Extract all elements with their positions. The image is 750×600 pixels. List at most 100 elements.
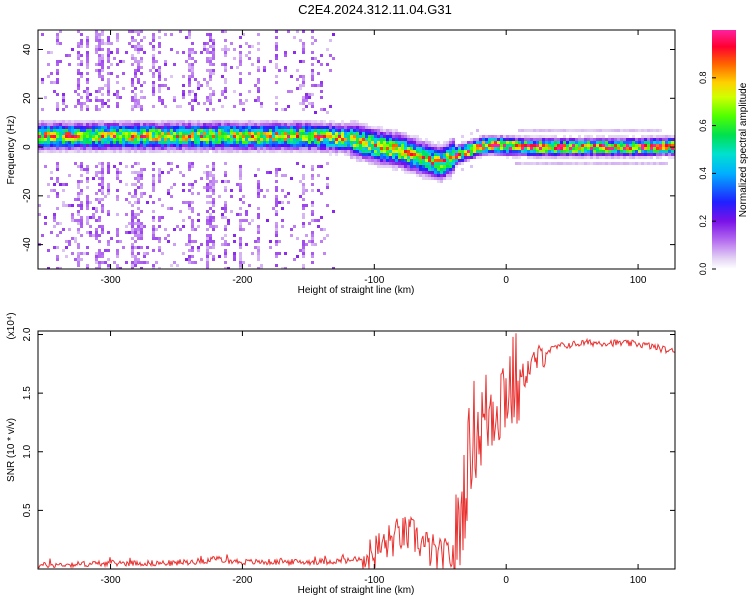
heatmap-cell bbox=[350, 147, 353, 150]
heatmap-cell bbox=[341, 138, 344, 141]
heatmap-cell bbox=[218, 150, 221, 153]
heatmap-cell bbox=[554, 156, 557, 159]
heatmap-cell bbox=[119, 180, 122, 183]
heatmap-cell bbox=[101, 255, 104, 258]
heatmap-cell bbox=[224, 186, 227, 189]
heatmap-cell bbox=[440, 171, 443, 174]
heatmap-cell bbox=[302, 267, 305, 269]
heatmap-cell bbox=[95, 150, 98, 153]
heatmap-cell bbox=[380, 150, 383, 153]
heatmap-cell bbox=[98, 54, 101, 57]
heatmap-cell bbox=[314, 144, 317, 147]
heatmap-cell bbox=[95, 45, 98, 48]
heatmap-cell bbox=[488, 150, 491, 153]
heatmap-cell bbox=[53, 219, 56, 222]
heatmap-cell bbox=[422, 171, 425, 174]
heatmap-cell bbox=[425, 174, 428, 177]
heatmap-cell bbox=[206, 60, 209, 63]
heatmap-cell bbox=[302, 189, 305, 192]
heatmap-cell bbox=[329, 141, 332, 144]
heatmap-cell bbox=[83, 90, 86, 93]
heatmap-cell bbox=[302, 96, 305, 99]
heatmap-cell bbox=[137, 129, 140, 132]
heatmap-cell bbox=[422, 141, 425, 144]
heatmap-cell bbox=[116, 147, 119, 150]
heatmap-cell bbox=[269, 123, 272, 126]
heatmap-cell bbox=[80, 39, 83, 42]
heatmap-cell bbox=[140, 108, 143, 111]
heatmap-cell bbox=[152, 87, 155, 90]
heatmap-cell bbox=[131, 138, 134, 141]
heatmap-cell bbox=[617, 150, 620, 153]
heatmap-cell bbox=[659, 147, 662, 150]
heatmap-cell bbox=[56, 162, 59, 165]
heatmap-cell bbox=[671, 138, 674, 141]
heatmap-cell bbox=[194, 51, 197, 54]
heatmap-cell bbox=[479, 150, 482, 153]
heatmap-cell bbox=[557, 150, 560, 153]
heatmap-cell bbox=[143, 51, 146, 54]
heatmap-cell bbox=[152, 174, 155, 177]
heatmap-cell bbox=[563, 150, 566, 153]
heatmap-cell bbox=[320, 240, 323, 243]
heatmap-cell bbox=[386, 153, 389, 156]
heatmap-cell bbox=[38, 144, 41, 147]
heatmap-cell bbox=[242, 147, 245, 150]
heatmap-cell bbox=[71, 120, 74, 123]
heatmap-cell bbox=[188, 51, 191, 54]
heatmap-cell bbox=[137, 261, 140, 264]
heatmap-cell bbox=[530, 147, 533, 150]
heatmap-cell bbox=[551, 147, 554, 150]
heatmap-cell bbox=[50, 123, 53, 126]
heatmap-cell bbox=[95, 96, 98, 99]
heatmap-cell bbox=[86, 90, 89, 93]
heatmap-cell bbox=[257, 96, 260, 99]
heatmap-cell bbox=[506, 144, 509, 147]
heatmap-cell bbox=[233, 258, 236, 261]
snr-x-axis-label: Height of straight line (km) bbox=[298, 585, 415, 596]
heatmap-cell bbox=[119, 123, 122, 126]
heatmap-cell bbox=[131, 231, 134, 234]
heatmap-cell bbox=[182, 132, 185, 135]
heatmap-cell bbox=[137, 171, 140, 174]
heatmap-cell bbox=[101, 231, 104, 234]
heatmap-cell bbox=[302, 177, 305, 180]
heatmap-cell bbox=[56, 132, 59, 135]
heatmap-cell bbox=[326, 48, 329, 51]
heatmap-cell bbox=[86, 177, 89, 180]
heatmap-cell bbox=[653, 129, 656, 132]
heatmap-cell bbox=[47, 138, 50, 141]
heatmap-cell bbox=[182, 141, 185, 144]
heatmap-cell bbox=[131, 252, 134, 255]
heatmap-cell bbox=[281, 174, 284, 177]
heatmap-cell bbox=[266, 123, 269, 126]
heatmap-cell bbox=[80, 216, 83, 219]
heatmap-cell bbox=[137, 63, 140, 66]
heatmap-cell bbox=[200, 135, 203, 138]
heatmap-cell bbox=[257, 225, 260, 228]
heatmap-cell bbox=[65, 105, 68, 108]
heatmap-cell bbox=[95, 138, 98, 141]
heatmap-cell bbox=[302, 216, 305, 219]
heatmap-cell bbox=[101, 30, 104, 33]
heatmap-cell bbox=[80, 141, 83, 144]
heatmap-cell bbox=[329, 129, 332, 132]
heatmap-cell bbox=[422, 168, 425, 171]
heatmap-cell bbox=[419, 150, 422, 153]
heatmap-cell bbox=[77, 99, 80, 102]
heatmap-cell bbox=[590, 147, 593, 150]
heatmap-cell bbox=[410, 138, 413, 141]
heatmap-cell bbox=[134, 201, 137, 204]
heatmap-cell bbox=[209, 57, 212, 60]
heatmap-cell bbox=[662, 147, 665, 150]
heatmap-cell bbox=[83, 135, 86, 138]
heatmap-cell bbox=[359, 141, 362, 144]
heatmap-cell bbox=[68, 63, 71, 66]
heatmap-cell bbox=[98, 225, 101, 228]
heatmap-cell bbox=[287, 129, 290, 132]
heatmap-cell bbox=[584, 153, 587, 156]
heatmap-cell bbox=[152, 210, 155, 213]
heatmap-cell bbox=[575, 147, 578, 150]
heatmap-cell bbox=[641, 153, 644, 156]
heatmap-cell bbox=[83, 141, 86, 144]
